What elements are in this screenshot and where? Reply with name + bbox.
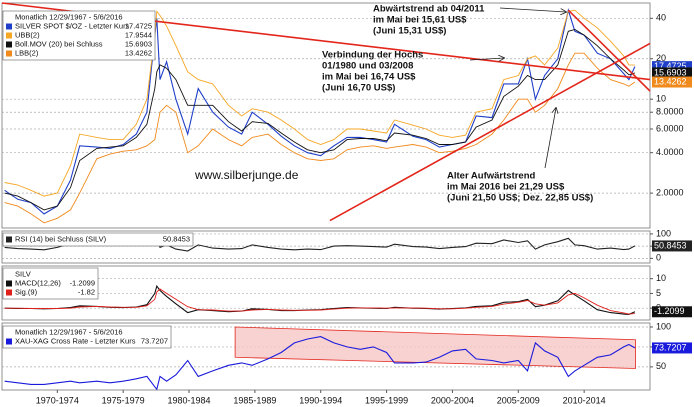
legend-label: XAU-XAG Cross Rate - Letzter Kurs [15, 336, 136, 345]
x-tick-label: 1985-1989 [233, 395, 276, 405]
legend-box [2, 10, 156, 61]
series-line [4, 336, 636, 391]
annotation: 01/1980 und 03/2008 [322, 61, 413, 72]
y-tick-label: 100 [656, 321, 671, 331]
watermark: www.silberjunge.de [194, 168, 299, 182]
legend-box [2, 232, 194, 247]
value-tag-label: 50.8453 [654, 240, 687, 250]
value-tag-label: 73.7207 [654, 342, 687, 352]
value-tag-label: 17.4725 [654, 61, 687, 71]
y-tick-label: 4.0000 [656, 147, 684, 157]
legend-label: UBB(2) [15, 30, 40, 39]
legend-swatch [6, 338, 12, 345]
y-tick-label: 0 [656, 253, 661, 263]
y-tick-label: 5 [656, 288, 661, 298]
x-tick-label: 1990-1994 [299, 395, 342, 405]
annotation: (Juni 21,50 US$; Dez. 22,85 US$) [447, 193, 593, 204]
legend-label: RSI (14) bei Schluss (SILV) [15, 234, 107, 243]
legend-title: SILV [15, 269, 31, 278]
annotation: (Juni 16,70 US$) [322, 83, 395, 94]
legend-swatch [6, 23, 12, 30]
legend-value: 73.7207 [141, 336, 168, 345]
x-tick-label: 2000-2004 [431, 395, 474, 405]
x-tick-label: 1975-1979 [102, 395, 145, 405]
series-line [4, 288, 635, 315]
value-tag [652, 76, 692, 88]
legend-title: Monatlich 12/29/1967 - 5/6/2016 [15, 327, 123, 336]
legend-swatch [6, 32, 12, 39]
legend-label: LBB(2) [15, 48, 39, 57]
legend-box [2, 267, 99, 300]
arrow [499, 7, 566, 12]
legend-swatch [6, 280, 12, 287]
legend-value: 17.9544 [125, 30, 152, 39]
annotation: (Juni 15,31 US$) [373, 26, 446, 37]
y-tick-label: 6.0000 [656, 123, 684, 133]
legend-swatch [6, 50, 12, 57]
x-tick-label: 1980-1984 [168, 395, 211, 405]
y-tick-label: 40 [656, 13, 666, 23]
y-tick-label: 2.0000 [656, 187, 684, 197]
y-tick-label: 50 [656, 361, 666, 371]
legend-label: Boll.MOV (20) bei Schluss [15, 39, 103, 48]
x-tick-label: 1995-1999 [365, 395, 408, 405]
series-line [4, 8, 636, 215]
legend-value: -1.82 [78, 287, 95, 296]
annotation-arrows [469, 7, 566, 169]
series-line [4, 9, 635, 197]
legend-swatch [6, 41, 12, 48]
legend-swatch [6, 236, 12, 243]
legend-label: MACD(12,26) [15, 278, 61, 287]
value-tag [652, 61, 692, 73]
annotation: im Mai bei 15,61 US$ [373, 15, 467, 26]
legend-value: 13.4262 [125, 48, 152, 57]
value-tag [652, 67, 692, 79]
legend-value: 15.6903 [125, 39, 152, 48]
x-tick-label: 2010-2014 [563, 395, 606, 405]
trend-line [567, 9, 651, 92]
x-tick-label: 1970-1974 [36, 395, 79, 405]
value-tag-label: 13.4262 [654, 76, 687, 86]
value-tag-label: 15.6903 [654, 67, 687, 77]
annotation: im Mai bei 16,74 US$ [322, 72, 416, 83]
legend-value: 50.8453 [163, 234, 190, 243]
value-tag [652, 240, 692, 252]
legend-title: Monatlich 12/29/1967 - 5/6/2016 [15, 12, 123, 21]
y-tick-label: 100 [656, 228, 671, 238]
trend-line [329, 42, 651, 222]
legend-value: -1.2099 [70, 278, 95, 287]
y-tick-label: 8.0000 [656, 107, 684, 117]
x-tick-label: 2005-2009 [497, 395, 540, 405]
annotation: im Mai 2016 bei 21,29 US$ [447, 182, 565, 193]
legend-label: SILVER SPOT $/OZ - Letzter Kurs [15, 21, 130, 30]
legend-box [2, 325, 172, 349]
legend-swatch [6, 289, 12, 296]
arrow [544, 108, 556, 169]
annotation: Verbindung der Hochs [322, 50, 423, 61]
series-line [4, 29, 636, 211]
series-line [4, 52, 636, 224]
annotation: Alter Aufwärtstrend [447, 171, 536, 182]
y-tick-label: 10 [656, 94, 666, 104]
value-tag-label: -1.2099 [654, 306, 685, 316]
y-tick-label: 20 [656, 53, 666, 63]
value-tag [652, 306, 692, 318]
annotation: Abwärtstrend ab 04/2011 [373, 4, 485, 15]
y-tick-label: 10 [656, 273, 666, 283]
value-tag [652, 342, 692, 354]
legend-value: 17.4725 [125, 21, 152, 30]
panel-frame [1, 265, 651, 321]
trend-channel [234, 326, 636, 369]
legend-label: Sig.(9) [15, 287, 38, 296]
arrow [469, 58, 504, 60]
